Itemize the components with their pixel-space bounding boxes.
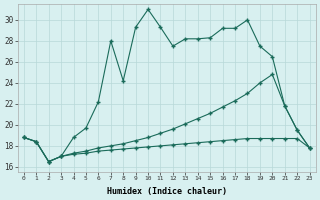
X-axis label: Humidex (Indice chaleur): Humidex (Indice chaleur) bbox=[107, 187, 227, 196]
